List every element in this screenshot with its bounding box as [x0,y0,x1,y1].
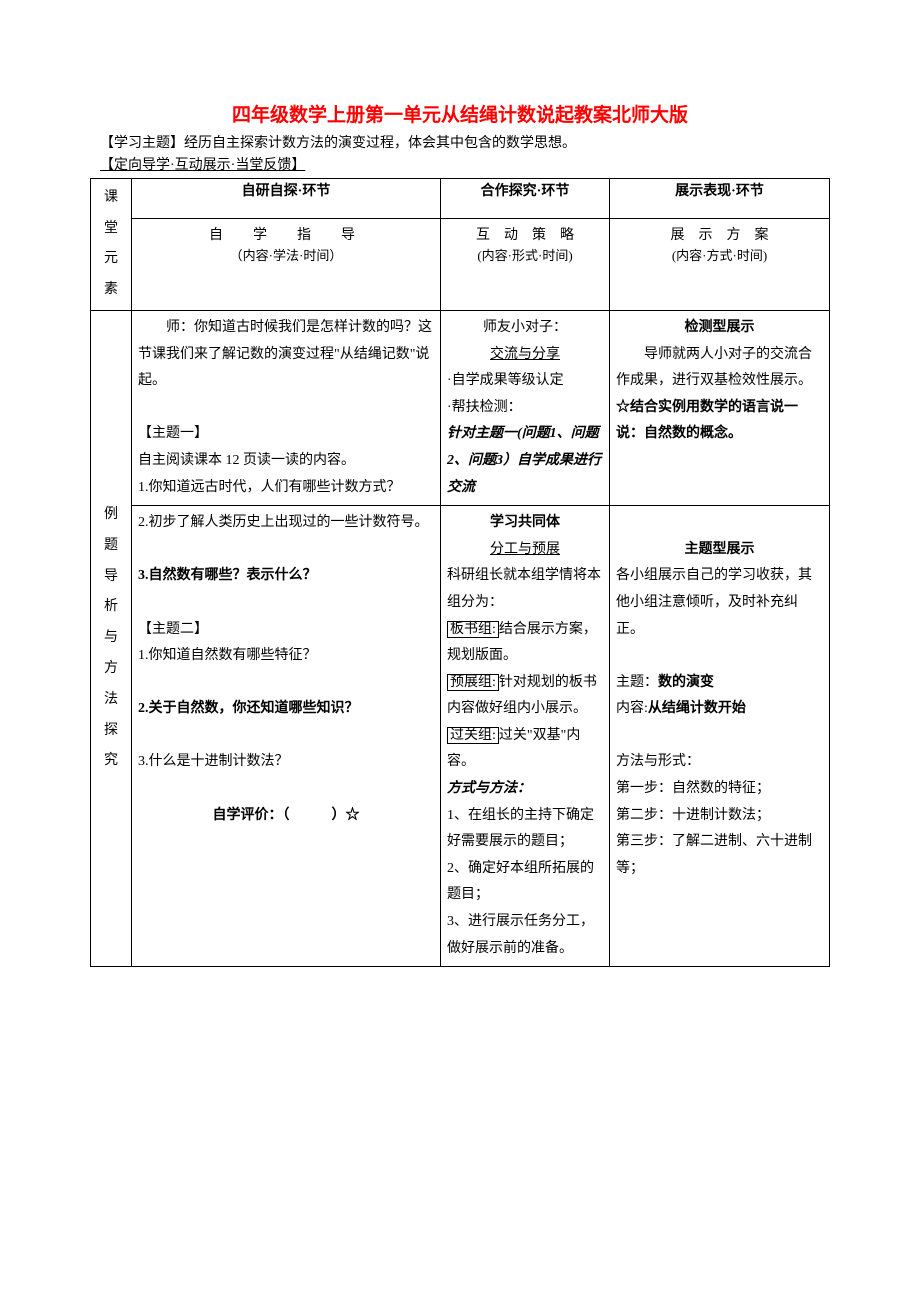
cell-hudong-2: 学习共同体 分工与预展 科研组长就本组学情将本组分为： 板书组:结合展示方案，规… [441,506,610,967]
teacher-intro: 师：你知道古时候我们是怎样计数的吗？这节课我们来了解记数的演变过程"从结绳记数"… [138,315,434,395]
method-title: 方式与方法： [447,776,603,803]
pair-l1: ·自学成果等级认定 [447,368,603,395]
topic2-label: 【主题二】 [138,617,434,644]
doc-title: 四年级数学上册第一单元从结绳计数说起教案北师大版 [90,100,830,127]
group-title: 学习共同体 [447,510,603,537]
cell-zhanshi-2: 主题型展示 各小组展示自己的学习收获，其他小组注意倾听，及时补充纠正。 主题：数… [610,506,830,967]
group-sub: 分工与预展 [447,537,603,564]
topic1-q1: 1.你知道远古时代，人们有哪些计数方式？ [138,475,434,502]
group-3: 过关组:过关"双基"内容。 [447,723,603,776]
show-a-l1: 导师就两人小对子的交流合作成果，进行双基检效性展示。 [616,342,823,395]
topic2-q2: 2.关于自然数，你还知道哪些知识？ [138,696,434,723]
show-b-content-b: 从结绳计数开始 [648,701,746,716]
group-2: 预展组:针对规划的板书内容做好组内小展示。 [447,670,603,723]
sub-col3-sub: (内容·方式·时间) [672,248,767,263]
group-2-label: 预展组: [447,674,499,691]
intro-label-2: 【定向导学·互动展示·当堂反馈】 [100,158,305,173]
show-b-topic-b: 数的演变 [658,675,714,690]
self-eval: 自学评价：（ ）☆ [138,803,434,830]
show-b-l1: 各小组展示自己的学习收获，其他小组注意倾听，及时补充纠正。 [616,563,823,643]
sub-col1-sub: （内容·学法·时间） [230,248,343,263]
sub-col2-title: 互 动 策 略 [476,228,574,243]
hdr-col1: 自研自探·环节 [132,178,441,218]
intro-label-1: 【学习主题】 [100,136,184,151]
subhdr-col2: 互 动 策 略 (内容·形式·时间) [441,219,610,311]
method-1: 1、在组长的主持下确定好需要展示的题目； [447,803,603,856]
topic1-label: 【主题一】 [138,421,434,448]
show-b-s3: 第三步：了解二进制、六十进制等； [616,829,823,882]
show-a-title: 检测型展示 [616,315,823,342]
show-b-topic-a: 主题： [616,675,658,690]
topic1-q2: 2.初步了解人类历史上出现过的一些计数符号。 [138,510,434,537]
topic1-q3: 3.自然数有哪些？表示什么？ [138,563,434,590]
sub-col1-title: 自 学 指 导 [209,228,363,243]
group-1: 板书组:结合展示方案，规划版面。 [447,617,603,670]
subhdr-col1: 自 学 指 导 （内容·学法·时间） [132,219,441,311]
show-b-content: 内容:从结绳计数开始 [616,696,823,723]
show-b-title: 主题型展示 [616,537,823,564]
intro-block: 【学习主题】经历自主探索计数方法的演变过程，体会其中包含的数学思想。 【定向导学… [100,133,830,178]
topic2-q1: 1.你知道自然数有哪些特征？ [138,643,434,670]
show-b-s2: 第二步：十进制计数法； [616,803,823,830]
sub-col3-title: 展 示 方 案 [671,228,769,243]
group-3-label: 过关组: [447,727,499,744]
pair-l3: 针对主题一(问题1、问题2、问题3）自学成果进行交流 [447,421,603,501]
row-label-example: 例题导析与方法探究 [91,310,132,966]
lesson-table: 课堂元素 自研自探·环节 合作探究·环节 展示表现·环节 自 学 指 导 （内容… [90,178,830,967]
show-b-content-a: 内容: [616,701,648,716]
cell-ziyan-1: 师：你知道古时候我们是怎样计数的吗？这节课我们来了解记数的演变过程"从结绳记数"… [132,310,441,505]
show-b-mf: 方法与形式： [616,749,823,776]
subhdr-col3: 展 示 方 案 (内容·方式·时间) [610,219,830,311]
cell-zhanshi-1: 检测型展示 导师就两人小对子的交流合作成果，进行双基检效性展示。 ☆结合实例用数… [610,310,830,505]
show-b-topic: 主题：数的演变 [616,670,823,697]
hdr-col3: 展示表现·环节 [610,178,830,218]
cell-ziyan-2: 2.初步了解人类历史上出现过的一些计数符号。 3.自然数有哪些？表示什么？ 【主… [132,506,441,967]
topic2-q3: 3.什么是十进制计数法？ [138,749,434,776]
hdr-col2: 合作探究·环节 [441,178,610,218]
group-1-label: 板书组: [447,621,499,638]
pair-title: 师友小对子： [447,315,603,342]
method-3: 3、进行展示任务分工，做好展示前的准备。 [447,909,603,962]
sub-col2-sub: (内容·形式·时间) [477,248,572,263]
group-intro: 科研组长就本组学情将本组分为： [447,563,603,616]
show-b-s1: 第一步：自然数的特征； [616,776,823,803]
topic1-line1: 自主阅读课本 12 页读一读的内容。 [138,448,434,475]
show-a-l2: ☆结合实例用数学的语言说一说：自然数的概念。 [616,395,823,448]
cell-hudong-1: 师友小对子： 交流与分享 ·自学成果等级认定 ·帮扶检测： 针对主题一(问题1、… [441,310,610,505]
method-2: 2、确定好本组所拓展的题目； [447,856,603,909]
row-label-elements: 课堂元素 [91,178,132,310]
intro-text-1: 经历自主探索计数方法的演变过程，体会其中包含的数学思想。 [184,136,576,151]
pair-sub: 交流与分享 [447,342,603,369]
pair-l2: ·帮扶检测： [447,395,603,422]
